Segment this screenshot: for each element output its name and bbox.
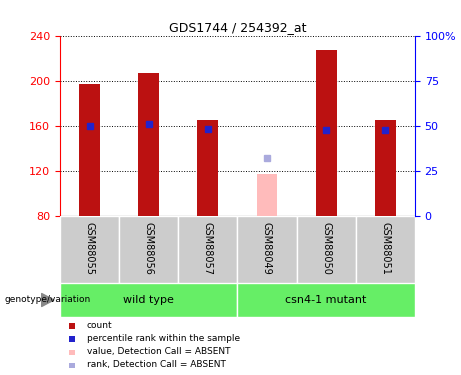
Text: GSM88051: GSM88051 [380, 222, 390, 274]
Bar [79, 84, 100, 216]
Bar [178, 216, 237, 283]
Bar [316, 50, 337, 216]
Text: GSM88056: GSM88056 [144, 222, 154, 274]
Bar [375, 120, 396, 216]
Text: wild type: wild type [123, 295, 174, 305]
Title: GDS1744 / 254392_at: GDS1744 / 254392_at [169, 21, 306, 34]
Bar [237, 283, 415, 317]
Text: GSM88049: GSM88049 [262, 222, 272, 274]
Text: GSM88057: GSM88057 [203, 222, 213, 274]
Bar [119, 216, 178, 283]
Bar [197, 120, 218, 216]
Text: value, Detection Call = ABSENT: value, Detection Call = ABSENT [87, 347, 230, 356]
Bar [138, 73, 159, 216]
Text: GSM88055: GSM88055 [84, 222, 95, 274]
Text: count: count [87, 321, 112, 330]
Bar [296, 216, 356, 283]
Bar [356, 216, 415, 283]
Bar [257, 174, 278, 216]
Bar [237, 216, 296, 283]
Text: rank, Detection Call = ABSENT: rank, Detection Call = ABSENT [87, 360, 225, 369]
Bar [60, 216, 119, 283]
Text: genotype/variation: genotype/variation [5, 296, 91, 304]
Text: percentile rank within the sample: percentile rank within the sample [87, 334, 240, 343]
Polygon shape [41, 293, 54, 307]
Text: GSM88050: GSM88050 [321, 222, 331, 274]
Text: csn4-1 mutant: csn4-1 mutant [285, 295, 367, 305]
Bar [60, 283, 237, 317]
